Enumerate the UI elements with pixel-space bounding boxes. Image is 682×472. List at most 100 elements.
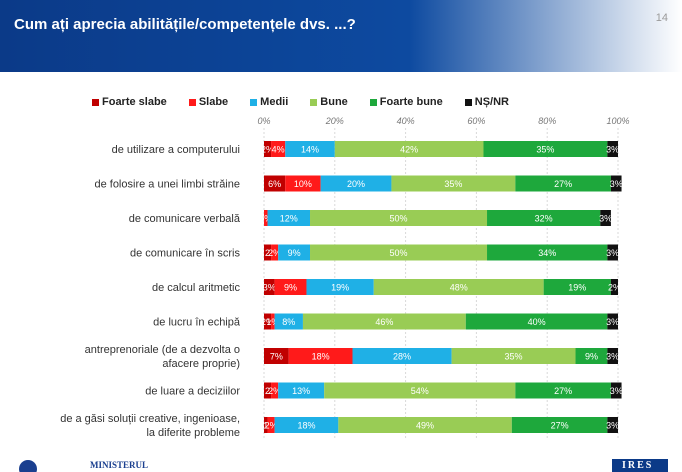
bar-segment bbox=[607, 141, 618, 157]
bar-segment bbox=[487, 210, 601, 226]
legend-label: Bune bbox=[320, 96, 348, 108]
data-label: 18% bbox=[297, 421, 315, 431]
data-label: 2 bbox=[265, 248, 270, 258]
category-label: afacere proprie) bbox=[162, 358, 240, 370]
page-number: 14 bbox=[655, 12, 668, 24]
bar-segment bbox=[483, 141, 608, 157]
legend-item: Slabe bbox=[188, 96, 228, 108]
bar-segment bbox=[610, 382, 622, 399]
category-label: de a găsi soluții creative, ingenioase, bbox=[60, 413, 240, 425]
bar-segment bbox=[264, 175, 286, 192]
bar-segment bbox=[274, 313, 303, 330]
category-label: antreprenoriale (de a dezvolta o bbox=[85, 344, 240, 356]
data-label: 10% bbox=[294, 179, 312, 189]
bar-segment bbox=[264, 141, 272, 157]
bar-segment bbox=[391, 175, 516, 192]
bar-segment bbox=[302, 313, 466, 330]
category-label: de comunicare verbală bbox=[129, 213, 241, 225]
bar-segment bbox=[487, 244, 608, 261]
data-label: 35% bbox=[505, 352, 523, 362]
data-label: 34% bbox=[538, 248, 556, 258]
data-label: 2% bbox=[268, 248, 281, 258]
data-label: 2% bbox=[608, 283, 621, 293]
bar-segment bbox=[271, 382, 279, 399]
data-label: 19% bbox=[568, 283, 586, 293]
data-label: 3% bbox=[606, 317, 619, 327]
bar-segment bbox=[607, 348, 618, 364]
bar-segment bbox=[607, 244, 618, 261]
legend-label: Medii bbox=[260, 96, 289, 108]
legend-swatch bbox=[310, 98, 318, 106]
category-label: de calcul aritmetic bbox=[152, 282, 241, 294]
legend-label: NȘ/NR bbox=[474, 96, 509, 108]
data-label: 42% bbox=[400, 145, 418, 155]
bar-segment bbox=[264, 417, 268, 433]
bar-segment bbox=[274, 279, 307, 295]
category-label: de lucru în echipă bbox=[153, 317, 241, 329]
bar-segment bbox=[610, 279, 618, 295]
legend-swatch bbox=[92, 98, 99, 106]
x-tick-label: 60% bbox=[467, 116, 485, 126]
bar-segment bbox=[285, 175, 321, 192]
bar-segment bbox=[320, 175, 392, 192]
data-label: 2% bbox=[261, 317, 274, 327]
data-label: 1% bbox=[266, 317, 279, 327]
ministry-seal-icon bbox=[19, 460, 37, 472]
data-label: 7% bbox=[270, 352, 283, 362]
bar-segment bbox=[600, 210, 611, 226]
data-label: 32% bbox=[535, 214, 553, 224]
bar-segment bbox=[278, 244, 311, 261]
data-label: 9% bbox=[284, 283, 297, 293]
data-label: 27% bbox=[554, 179, 572, 189]
legend-label: Foarte bune bbox=[379, 96, 443, 108]
data-label: 1 bbox=[263, 421, 268, 431]
data-label: 4% bbox=[272, 145, 285, 155]
data-label: 1% bbox=[259, 214, 272, 224]
data-label: 3% bbox=[606, 248, 619, 258]
data-label: 3% bbox=[606, 352, 619, 362]
data-label: 3% bbox=[606, 421, 619, 431]
legend-item: NȘ/NR bbox=[464, 96, 509, 108]
category-label: de utilizare a computerului bbox=[112, 144, 240, 156]
data-label: 3% bbox=[610, 386, 623, 396]
data-label: 13% bbox=[292, 386, 310, 396]
category-label: la diferite probleme bbox=[146, 427, 240, 439]
category-label: de folosire a unei limbi străine bbox=[94, 179, 240, 191]
data-label: 9% bbox=[585, 352, 598, 362]
data-label: 2% bbox=[265, 421, 278, 431]
data-label: 40% bbox=[528, 317, 546, 327]
data-label: 6% bbox=[268, 179, 281, 189]
data-label: 14% bbox=[301, 145, 319, 155]
bar-segment bbox=[264, 244, 272, 261]
bar-segment bbox=[267, 210, 311, 226]
data-label: 50% bbox=[390, 214, 408, 224]
legend-item: Foarte bune bbox=[369, 96, 443, 108]
bar-segment bbox=[543, 279, 611, 295]
bar-segment bbox=[324, 382, 516, 399]
bar-segment bbox=[511, 417, 608, 433]
legend-swatch bbox=[188, 98, 196, 106]
bar-segment bbox=[373, 279, 544, 295]
data-label: 18% bbox=[312, 352, 330, 362]
bar-segment bbox=[334, 141, 484, 157]
ires-brand-text: IRES bbox=[622, 460, 654, 471]
data-label: 48% bbox=[450, 283, 468, 293]
x-tick-label: 100% bbox=[606, 116, 629, 126]
bar-segment bbox=[515, 382, 611, 399]
bar-segment bbox=[515, 175, 611, 192]
bar-segment bbox=[610, 175, 622, 192]
data-label: 2 bbox=[265, 386, 270, 396]
bar-segment bbox=[338, 417, 512, 433]
bar-segment bbox=[465, 313, 608, 330]
bar-segment bbox=[451, 348, 576, 364]
chart-legend: Foarte slabe Slabe Medii Bune Foarte bune NȘ/… bbox=[92, 96, 531, 108]
data-label: 3% bbox=[263, 283, 276, 293]
data-label: 49% bbox=[416, 421, 434, 431]
legend-item: Foarte slabe bbox=[92, 96, 167, 108]
data-label: 20% bbox=[347, 179, 365, 189]
data-label: 50% bbox=[390, 248, 408, 258]
data-label: 27% bbox=[551, 421, 569, 431]
category-label: de luare a deciziilor bbox=[145, 386, 240, 398]
legend-swatch bbox=[250, 98, 258, 106]
ires-logo-icon bbox=[612, 459, 668, 472]
